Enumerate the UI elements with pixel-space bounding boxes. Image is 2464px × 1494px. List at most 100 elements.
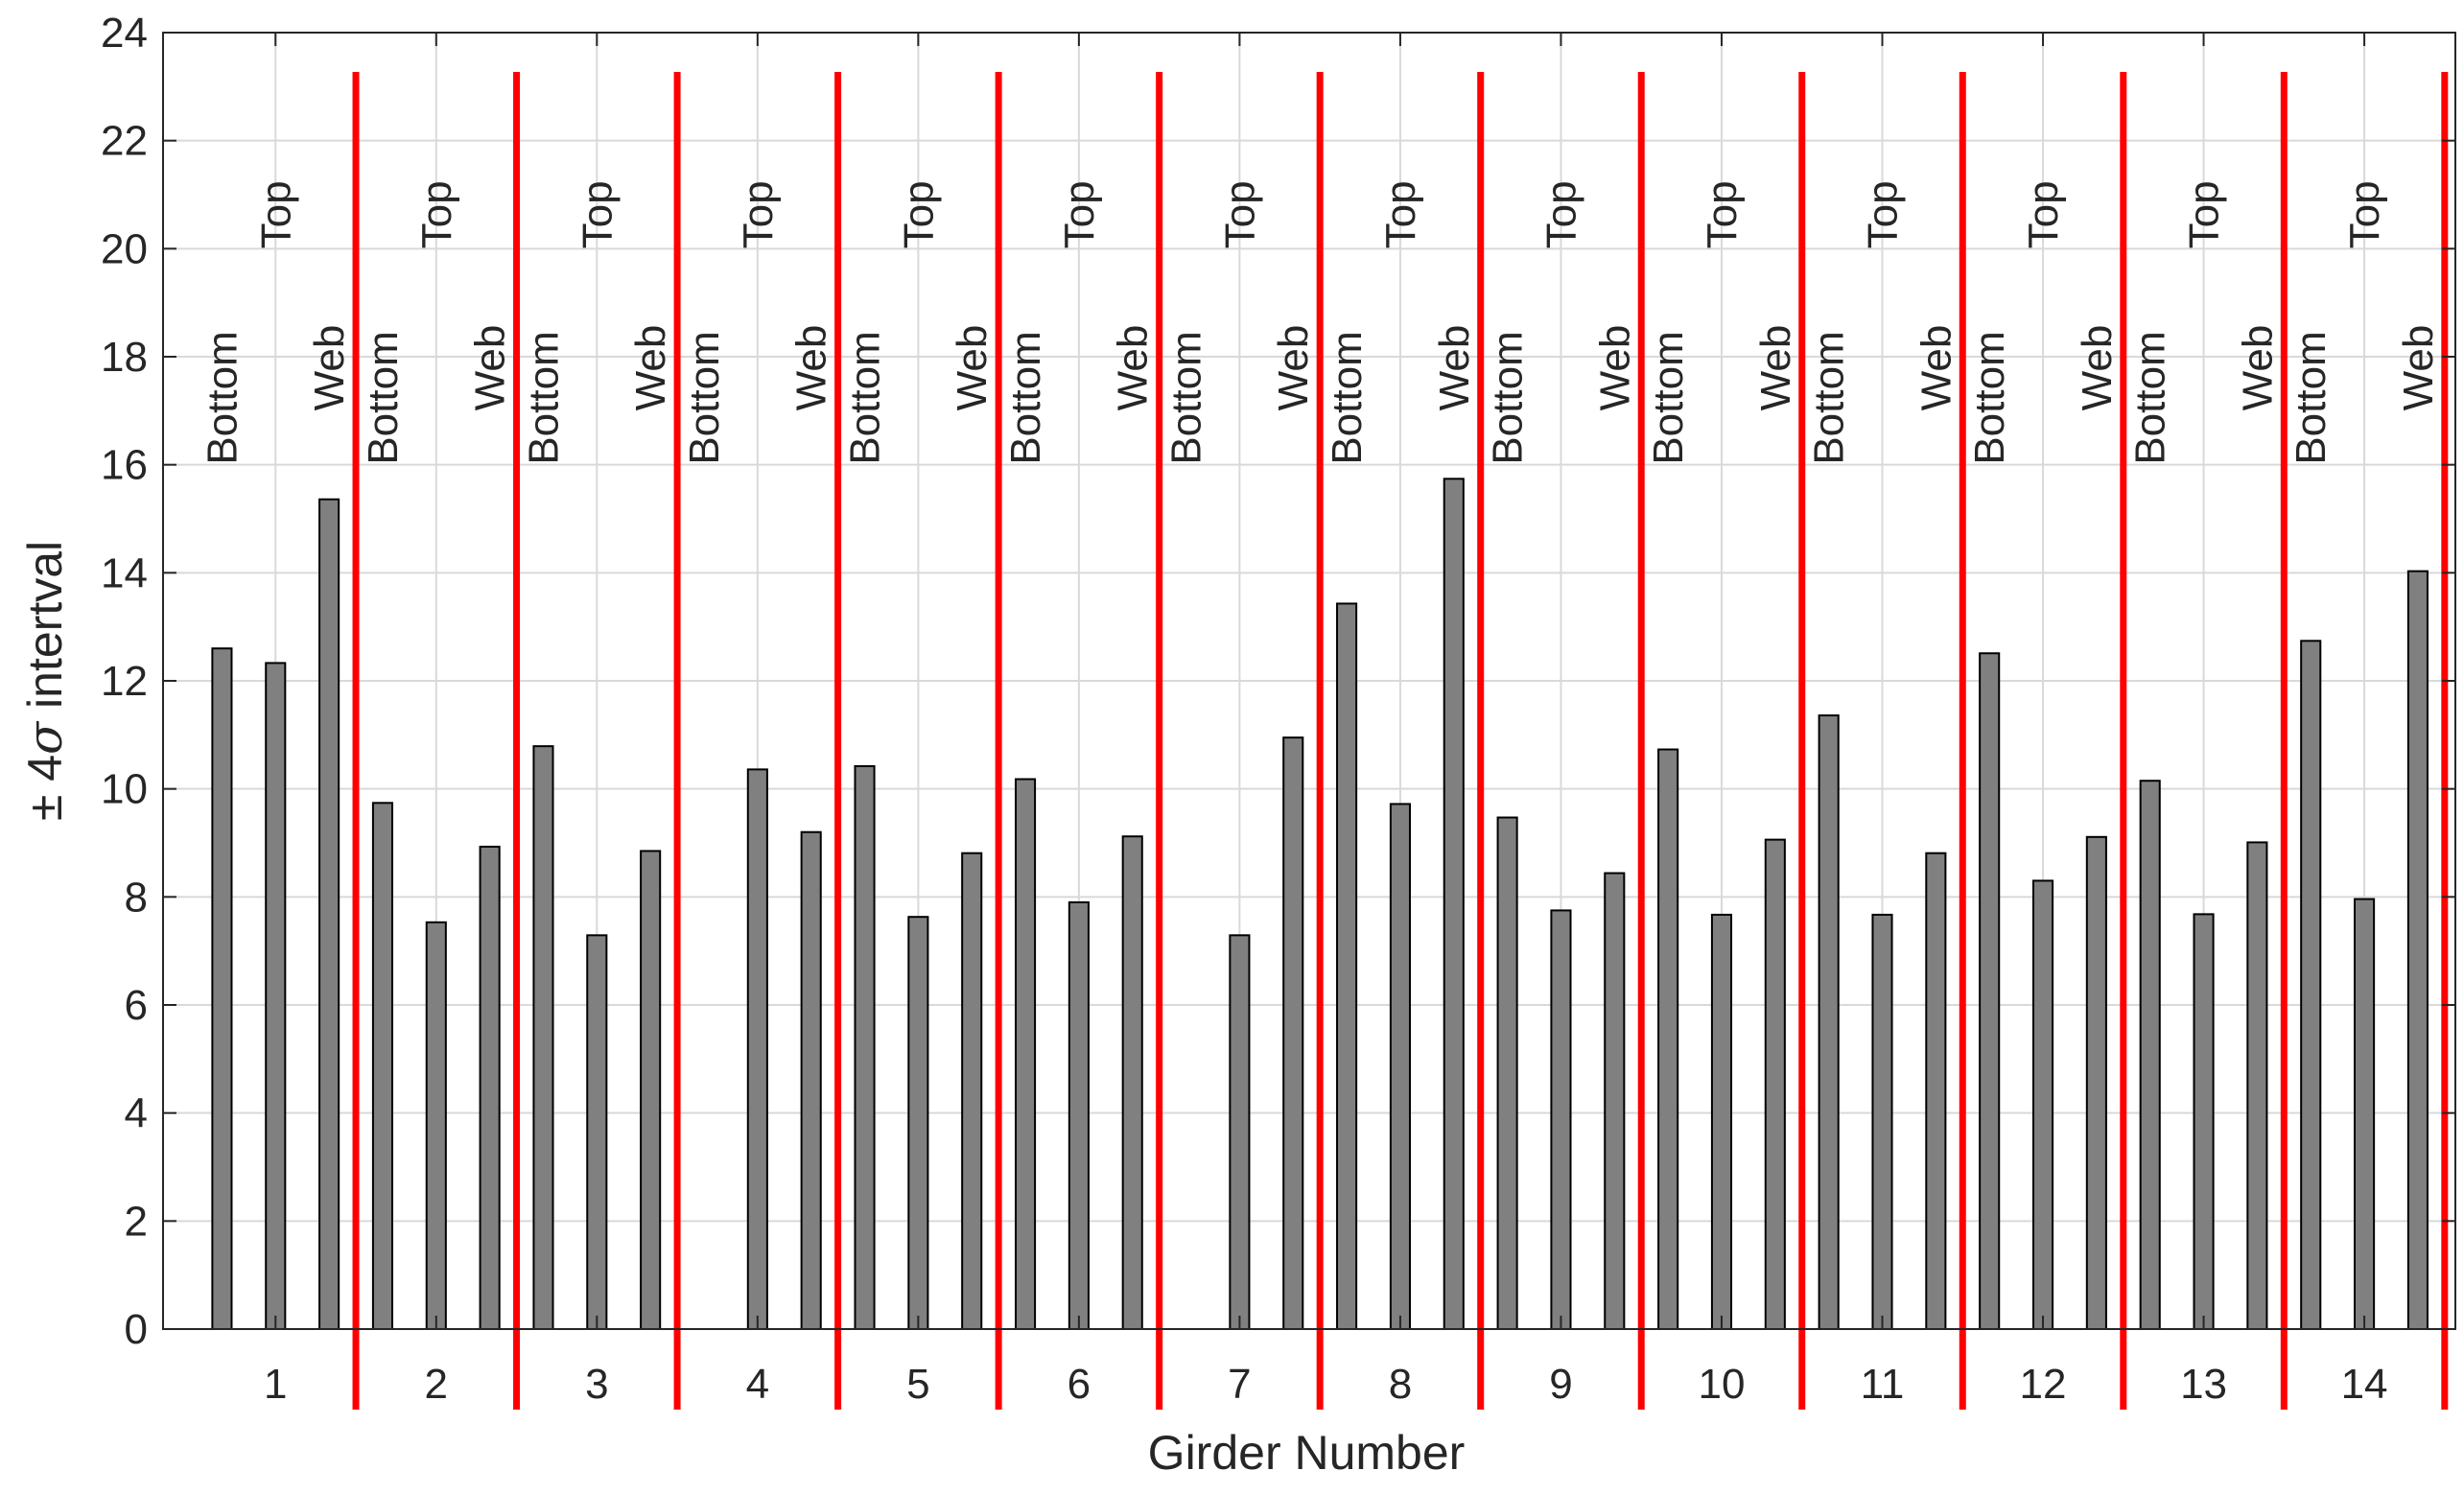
y-tick-label: 14	[101, 549, 148, 596]
y-tick-label: 22	[101, 118, 148, 165]
bar-label-top: Top	[1056, 180, 1103, 248]
bar-label-bottom: Bottom	[842, 331, 889, 464]
bar-label-web: Web	[949, 325, 996, 411]
bar	[318, 498, 340, 1330]
bar	[1443, 478, 1465, 1330]
bar	[1496, 816, 1518, 1330]
y-tick-label: 24	[101, 10, 148, 57]
bar-label-top: Top	[2181, 180, 2228, 248]
bar	[2193, 913, 2215, 1330]
y-tick-label: 6	[125, 982, 148, 1029]
bar	[2354, 898, 2376, 1330]
bar-label-top: Top	[1699, 180, 1746, 248]
bar-label-bottom: Bottom	[1966, 331, 2013, 464]
bar-label-web: Web	[1913, 325, 1959, 411]
bar-label-top: Top	[1216, 180, 1263, 248]
bar-label-top: Top	[1860, 180, 1907, 248]
bar	[1604, 872, 1626, 1331]
y-axis-label-sigma: σ	[17, 720, 73, 755]
bar-label-bottom: Bottom	[1324, 331, 1371, 464]
x-tick-label: 3	[585, 1361, 608, 1408]
bar	[1710, 913, 1733, 1330]
bar	[1282, 736, 1304, 1330]
bar-label-bottom: Bottom	[2288, 331, 2335, 464]
x-tick-label: 14	[2341, 1361, 2388, 1408]
bar-label-top: Top	[252, 180, 299, 248]
bar-label-web: Web	[306, 325, 353, 411]
bar-label-web: Web	[2074, 325, 2121, 411]
x-tick-label: 9	[1549, 1361, 1572, 1408]
bar	[2085, 835, 2107, 1330]
bar-label-bottom: Bottom	[681, 331, 728, 464]
x-tick-label: 7	[1228, 1361, 1251, 1408]
bar	[1121, 835, 1143, 1330]
y-axis-label-suffix: intertval	[18, 541, 72, 722]
bar-label-bottom: Bottom	[199, 331, 246, 464]
y-tick-label: 10	[101, 766, 148, 813]
bar	[425, 921, 447, 1330]
bar	[2031, 879, 2054, 1331]
bar	[2406, 570, 2429, 1330]
bar-label-web: Web	[1431, 325, 1478, 411]
bar	[1818, 714, 1840, 1330]
y-tick-label: 8	[125, 874, 148, 921]
y-tick-label: 0	[125, 1306, 148, 1353]
bar-label-web: Web	[1591, 325, 1638, 411]
bar	[211, 647, 233, 1330]
y-tick-label: 18	[101, 334, 148, 381]
bar-label-web: Web	[627, 325, 674, 411]
bar	[1550, 909, 1572, 1331]
y-tick-label: 12	[101, 658, 148, 705]
bar-label-web: Web	[467, 325, 514, 411]
bar	[265, 662, 287, 1330]
bar	[907, 916, 929, 1331]
bar	[1871, 913, 1893, 1330]
x-axis-label: Girder Number	[1148, 1426, 1466, 1480]
bar-label-top: Top	[2341, 180, 2388, 248]
y-tick-label: 20	[101, 225, 148, 272]
bar	[1979, 652, 2001, 1330]
bar	[1925, 852, 1947, 1330]
bar	[479, 845, 501, 1331]
x-tick-label: 8	[1389, 1361, 1412, 1408]
bar	[800, 830, 822, 1330]
bar	[2139, 780, 2161, 1330]
x-tick-label: 6	[1068, 1361, 1091, 1408]
bar-label-web: Web	[1752, 325, 1799, 411]
x-tick-label: 10	[1699, 1361, 1746, 1408]
bar	[961, 852, 983, 1330]
x-tick-label: 5	[906, 1361, 929, 1408]
bar-label-web: Web	[2395, 325, 2442, 411]
bar	[1657, 748, 1679, 1330]
bar-label-top: Top	[1377, 180, 1424, 248]
bar	[746, 768, 768, 1330]
bar	[1014, 778, 1037, 1330]
bar-label-bottom: Bottom	[1163, 331, 1210, 464]
bar-label-top: Top	[895, 180, 942, 248]
bar	[586, 934, 608, 1331]
bar-label-bottom: Bottom	[1485, 331, 1532, 464]
x-axis-ticks: 1 2 3 4 5 6 7 8 9 10 11 12 13 14	[264, 33, 2388, 1408]
bar-label-bottom: Bottom	[1806, 331, 1853, 464]
bar	[1068, 900, 1090, 1330]
bar-label-top: Top	[2020, 180, 2067, 248]
x-tick-label: 11	[1861, 1361, 1905, 1408]
y-axis-label: ± 4σ intertval	[17, 541, 73, 821]
x-tick-label: 4	[746, 1361, 769, 1408]
y-tick-label: 2	[125, 1198, 148, 1245]
bar	[1389, 803, 1411, 1330]
bar-label-top: Top	[1537, 180, 1584, 248]
bar-label-top: Top	[413, 180, 460, 248]
bar-label-web: Web	[1270, 325, 1317, 411]
bar-label-bottom: Bottom	[1645, 331, 1692, 464]
bar	[2246, 841, 2268, 1330]
grid-lines	[163, 32, 2455, 1330]
y-tick-label: 4	[125, 1090, 148, 1137]
bar	[371, 802, 393, 1330]
girder-separators	[352, 72, 2449, 1410]
bar	[854, 765, 876, 1330]
bar	[1229, 934, 1251, 1331]
bar-label-web: Web	[788, 325, 835, 411]
